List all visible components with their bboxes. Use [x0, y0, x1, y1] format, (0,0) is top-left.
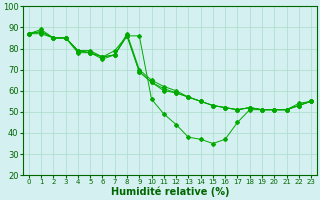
X-axis label: Humidité relative (%): Humidité relative (%) [111, 187, 229, 197]
